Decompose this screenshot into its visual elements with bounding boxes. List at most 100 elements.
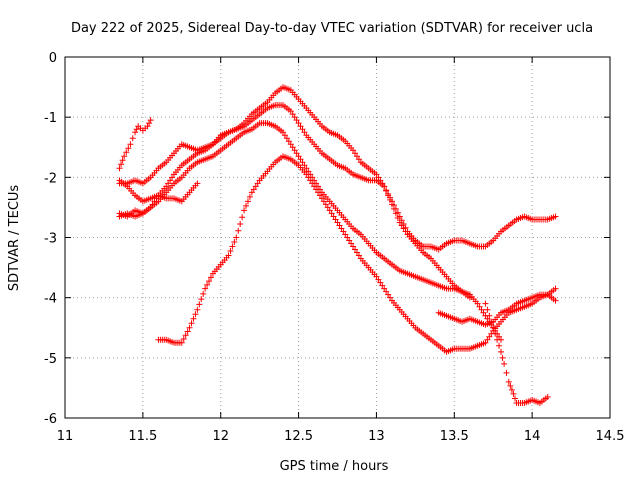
data-point [297,156,304,163]
data-point [127,141,134,148]
data-point [512,395,519,402]
y-tick-label: -6 [44,412,57,427]
data-point [194,306,201,313]
series-arc-8 [482,300,551,406]
data-point [254,180,261,187]
y-axis-label: SDTVAR / TECUs [7,185,22,292]
data-point [383,187,390,194]
x-tick-label: 13 [368,429,385,444]
data-point [373,273,380,280]
data-point [400,220,407,227]
data-point [394,209,401,216]
data-point [474,300,481,307]
data-point [239,214,246,221]
data-point [552,213,559,220]
data-point [243,202,250,209]
data-point [299,159,306,166]
data-point [352,246,359,253]
data-point [198,296,205,303]
data-point [295,153,302,160]
data-point [385,291,392,298]
data-point [186,324,193,331]
data-point [231,239,238,246]
data-point [387,194,394,201]
x-tick-label: 14 [524,429,541,444]
series-arc-6 [155,153,559,355]
data-point [116,165,123,172]
data-point [379,282,386,289]
data-point [147,117,154,124]
data-point [507,382,514,389]
data-point [125,145,132,152]
data-point [353,249,360,256]
data-point [204,281,211,288]
x-tick-label: 12 [212,429,229,444]
data-point [510,390,517,397]
data-point [315,189,322,196]
data-point [165,180,172,187]
data-point [324,204,331,211]
data-point [377,279,384,286]
data-point [129,135,136,142]
data-point [494,336,501,343]
data-point [190,315,197,322]
data-point [344,234,351,241]
data-point [375,276,382,283]
data-point [235,227,242,234]
data-point [336,222,343,229]
data-point [373,171,380,178]
data-point [123,149,130,156]
data-point [167,177,174,184]
data-point [340,228,347,235]
data-point [498,348,504,355]
data-point [119,157,126,164]
data-point [478,306,485,313]
data-point [289,111,296,118]
data-point [508,386,515,393]
data-point [295,120,302,127]
data-point [552,297,559,304]
data-point [316,192,323,199]
data-point [301,162,308,169]
data-point [287,141,294,148]
data-point [250,186,257,193]
data-point [490,324,497,331]
data-point [121,153,128,160]
data-point [492,330,499,337]
y-tick-label: 0 [49,51,57,66]
data-point [311,183,318,190]
data-point [480,309,487,316]
data-point [146,120,153,127]
data-point [484,306,491,313]
data-point [381,285,388,292]
data-point [392,205,399,212]
data-point [118,161,125,168]
data-point [383,288,390,295]
data-point [192,311,199,318]
data-point [482,339,489,346]
data-point [484,315,491,322]
data-point [348,240,355,247]
y-tick-label: -5 [44,352,57,367]
y-tick-label: -4 [44,292,57,307]
data-point [207,274,214,281]
data-point [297,123,304,130]
data-point [225,252,232,259]
data-point [484,336,491,343]
data-point [496,333,503,340]
data-point [227,248,234,255]
data-point [291,147,298,154]
data-point [389,198,395,205]
data-point [299,126,306,133]
data-point [503,369,510,376]
data-point [144,123,151,130]
data-point [396,213,403,220]
data-point [496,342,503,349]
data-point [280,129,286,136]
data-point [133,126,140,133]
data-point [398,217,405,224]
data-point [332,216,339,223]
grid-layer [65,57,610,418]
data-point [237,220,244,227]
